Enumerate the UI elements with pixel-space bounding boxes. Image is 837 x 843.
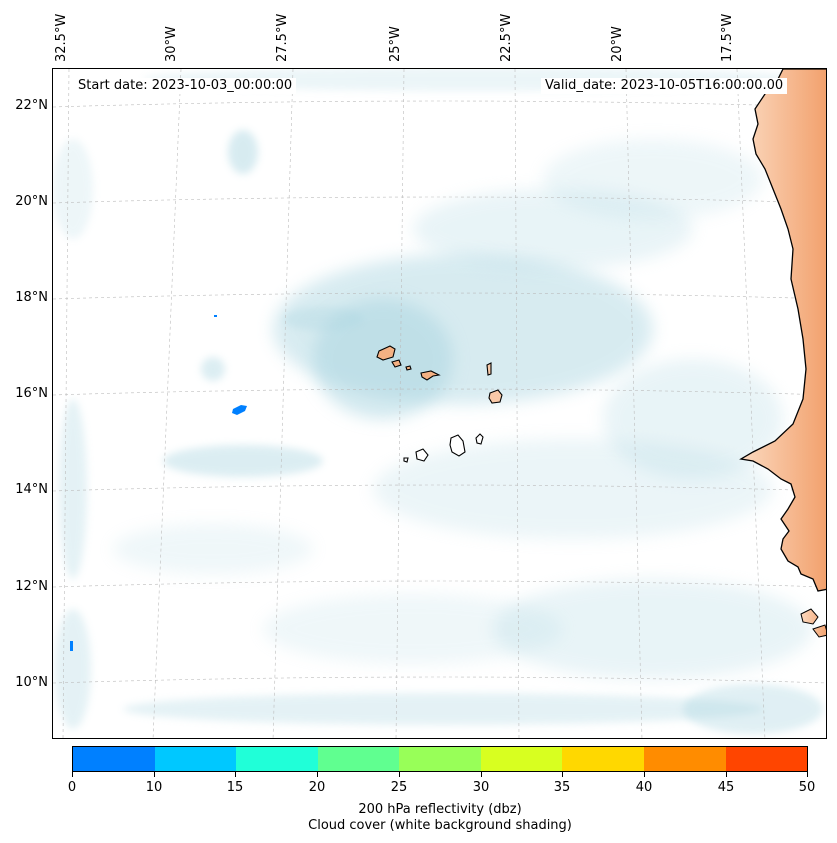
colorbar-tick-45: 45 bbox=[717, 780, 735, 795]
colorbar-segment-0-10 bbox=[73, 747, 155, 771]
lat-label-10n: 10°N bbox=[15, 675, 48, 690]
colorbar-tick-0: 0 bbox=[67, 780, 77, 795]
colorbar-segment-15-20 bbox=[236, 747, 318, 771]
colorbar-tickmark bbox=[644, 772, 645, 777]
colorbar-segment-35-40 bbox=[562, 747, 644, 771]
colorbar-tickmark bbox=[481, 772, 482, 777]
island-fogo bbox=[415, 448, 429, 462]
map-canvas bbox=[53, 69, 826, 738]
island-santo-antao bbox=[376, 345, 396, 361]
island-maio bbox=[475, 433, 484, 445]
cloud-cover-layer bbox=[53, 69, 823, 734]
island-sal bbox=[486, 362, 492, 376]
lon-label-22-5w: 22.5°W bbox=[499, 13, 514, 62]
colorbar-tickmark bbox=[72, 772, 73, 777]
africa-coastline bbox=[739, 69, 826, 592]
colorbar-tick-50: 50 bbox=[798, 780, 816, 795]
colorbar-tickmark bbox=[726, 772, 727, 777]
reflectivity-cell-3 bbox=[70, 641, 73, 651]
island-santa-luzia bbox=[405, 365, 412, 371]
island-boa-vista bbox=[488, 389, 503, 404]
colorbar-tick-35: 35 bbox=[553, 780, 571, 795]
colorbar-segment-40-45 bbox=[643, 747, 726, 771]
colorbar-tick-30: 30 bbox=[472, 780, 490, 795]
lon-label-27-5w: 27.5°W bbox=[275, 13, 290, 62]
colorbar-segment-25-30 bbox=[399, 747, 481, 771]
island-sao-nicolau bbox=[420, 370, 441, 381]
colorbar-tickmark bbox=[399, 772, 400, 777]
colorbar-label: 200 hPa reflectivity (dbz) bbox=[358, 802, 522, 817]
valid-date-label: Valid_date: 2023-10-05T16:00:00.00 bbox=[541, 78, 788, 94]
colorbar-tickmark bbox=[317, 772, 318, 777]
reflectivity-echoes bbox=[70, 315, 247, 651]
lat-label-12n: 12°N bbox=[15, 579, 48, 594]
reflectivity-cell-1 bbox=[232, 405, 247, 415]
colorbar-segment-20-25 bbox=[317, 747, 400, 771]
colorbar-tick-25: 25 bbox=[390, 780, 408, 795]
lat-label-16n: 16°N bbox=[15, 386, 48, 401]
colorbar-tick-10: 10 bbox=[145, 780, 163, 795]
lon-label-32-5w: 32.5°W bbox=[54, 13, 69, 62]
colorbar-tickmark bbox=[154, 772, 155, 777]
colorbar-tick-15: 15 bbox=[226, 780, 244, 795]
colorbar-tickmark bbox=[235, 772, 236, 777]
colorbar-tick-20: 20 bbox=[308, 780, 326, 795]
colorbar-tickmark bbox=[562, 772, 563, 777]
reflectivity-cell-2 bbox=[214, 315, 217, 317]
guinea-bissau-islands bbox=[800, 608, 826, 638]
lon-label-17-5w: 17.5°W bbox=[720, 13, 735, 62]
colorbar-segment-10-15 bbox=[154, 747, 237, 771]
lat-label-20n: 20°N bbox=[15, 194, 48, 209]
cape-verde-islands bbox=[376, 345, 503, 463]
lon-label-20w: 20°W bbox=[610, 26, 625, 62]
lat-label-18n: 18°N bbox=[15, 290, 48, 305]
lon-label-30w: 30°W bbox=[164, 26, 179, 62]
island-brava bbox=[403, 457, 409, 463]
colorbar-sublabel: Cloud cover (white background shading) bbox=[308, 818, 572, 833]
reflectivity-colorbar bbox=[72, 746, 808, 772]
colorbar-tick-40: 40 bbox=[635, 780, 653, 795]
lat-label-14n: 14°N bbox=[15, 482, 48, 497]
island-santiago bbox=[449, 434, 466, 457]
colorbar-segment-45-50 bbox=[725, 747, 808, 771]
map-panel[interactable] bbox=[52, 68, 827, 739]
lon-label-25w: 25°W bbox=[388, 26, 403, 62]
gridlines bbox=[53, 69, 826, 738]
colorbar-segment-30-35 bbox=[480, 747, 563, 771]
colorbar-tickmark bbox=[807, 772, 808, 777]
lat-label-22n: 22°N bbox=[15, 98, 48, 113]
start-date-label: Start date: 2023-10-03_00:00:00 bbox=[74, 78, 297, 94]
island-sao-vicente bbox=[391, 359, 402, 368]
